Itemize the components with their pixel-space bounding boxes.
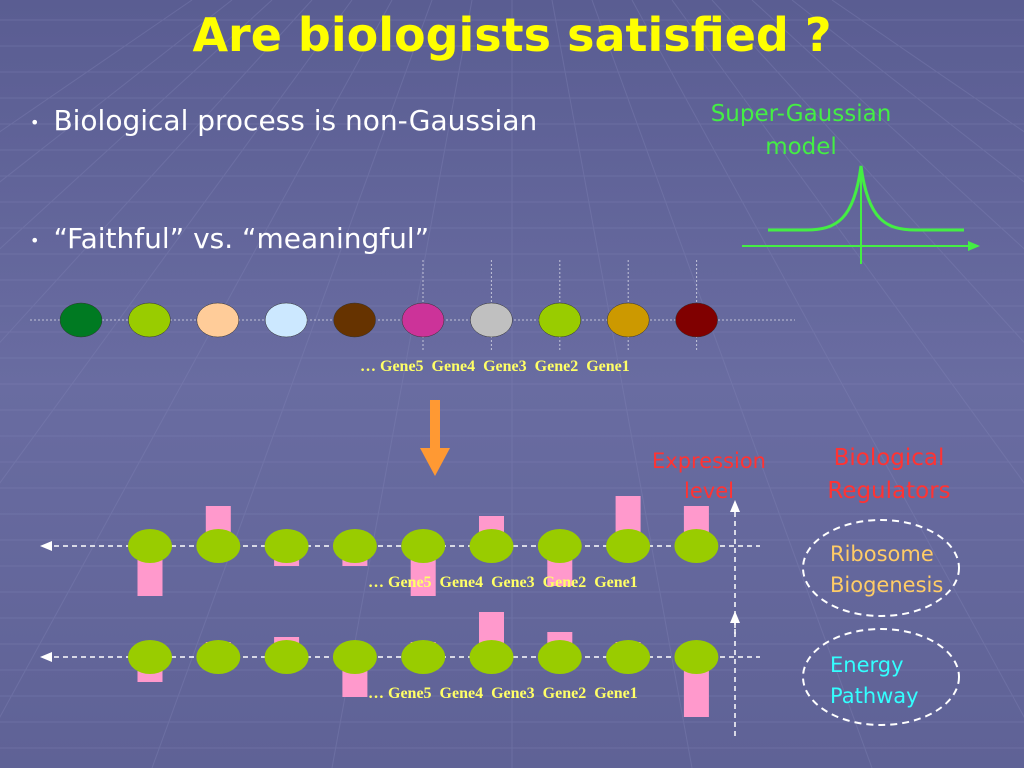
module-gene-circle (674, 640, 719, 674)
module-gene-circle (332, 640, 377, 674)
axis-arrowhead-up-icon (730, 500, 740, 512)
gene-circle (470, 302, 513, 338)
energy-pathway-ellipse (802, 628, 960, 726)
gene-circles (59, 302, 718, 338)
gene-labels-top: … Gene5 Gene4 Gene3 Gene2 Gene1 (360, 358, 630, 375)
ribosome-line2: Biogenesis (830, 573, 944, 597)
expression-level-line2: level (684, 479, 734, 503)
gene-circle (59, 302, 103, 338)
ribosome-biogenesis-label: Ribosome Biogenesis (830, 539, 943, 601)
super-gaussian-curve (768, 165, 964, 232)
ribosome-biogenesis-ellipse (802, 519, 960, 617)
module-row-ribosome (40, 496, 760, 634)
gene-labels-ribosome: … Gene5 Gene4 Gene3 Gene2 Gene1 (368, 574, 638, 591)
module-gene-circle (196, 640, 241, 674)
axis-arrowhead-left-icon (40, 541, 52, 551)
module-gene-circle (401, 640, 446, 674)
module-gene-circle (332, 529, 377, 563)
super-gaussian-line1: Super-Gaussian (710, 101, 892, 127)
module-gene-circle (674, 529, 719, 563)
expression-level-label: Expression level (636, 446, 782, 506)
module-gene-circle (128, 640, 172, 674)
gene-circle (128, 302, 171, 338)
axis-arrowhead-left-icon (40, 652, 52, 662)
bullet-dot: • (30, 230, 40, 250)
super-gaussian-plot (742, 165, 980, 264)
module-gene-circle (537, 640, 582, 674)
module-gene-circle (537, 529, 582, 563)
energy-line2: Pathway (830, 684, 919, 708)
module-gene-circle (264, 529, 309, 563)
bullet-text: Biological process is non-Gaussian (53, 104, 538, 137)
module-gene-circle (196, 529, 241, 563)
biological-regulators-line1: Biological (833, 445, 945, 471)
module-gene-circle (469, 640, 514, 674)
x-axis-arrowhead (968, 241, 980, 251)
gene-sequence-row (30, 260, 795, 350)
module-row-energy (40, 611, 760, 740)
expression-level-line1: Expression (652, 449, 766, 473)
axis-arrowhead-up-icon (730, 611, 740, 623)
module-gene-circle (264, 640, 309, 674)
gene-circle (196, 302, 240, 338)
energy-pathway-label: Energy Pathway (830, 650, 919, 712)
slide-title: Are biologists satisfied ? (192, 8, 832, 62)
gene-circle (264, 302, 308, 338)
bullet-non-gaussian: • Biological process is non-Gaussian (30, 104, 537, 137)
energy-line1: Energy (830, 653, 904, 677)
module-expression-rows (40, 496, 960, 740)
gene-circle (675, 302, 718, 338)
module-gene-circle (469, 529, 514, 563)
super-gaussian-line2: model (765, 134, 837, 160)
module-gene-circle (128, 529, 172, 563)
gene-circle (333, 302, 376, 338)
ribosome-line1: Ribosome (830, 542, 934, 566)
bullet-dot: • (30, 112, 40, 132)
bullet-text: “Faithful” vs. “meaningful” (53, 222, 430, 255)
module-gene-circle (606, 640, 651, 674)
gene-circle (401, 302, 445, 338)
bullet-faithful-vs-meaningful: • “Faithful” vs. “meaningful” (30, 222, 429, 255)
module-gene-circle (606, 529, 651, 563)
down-arrow-icon (420, 400, 450, 476)
super-gaussian-label: Super-Gaussian model (690, 98, 912, 164)
gene-circle (606, 302, 650, 338)
module-gene-circle (401, 529, 446, 563)
gene-labels-energy: … Gene5 Gene4 Gene3 Gene2 Gene1 (368, 685, 638, 702)
biological-regulators-label: Biological Regulators (806, 442, 972, 508)
biological-regulators-line2: Regulators (827, 478, 951, 504)
gene-circle (538, 302, 582, 338)
